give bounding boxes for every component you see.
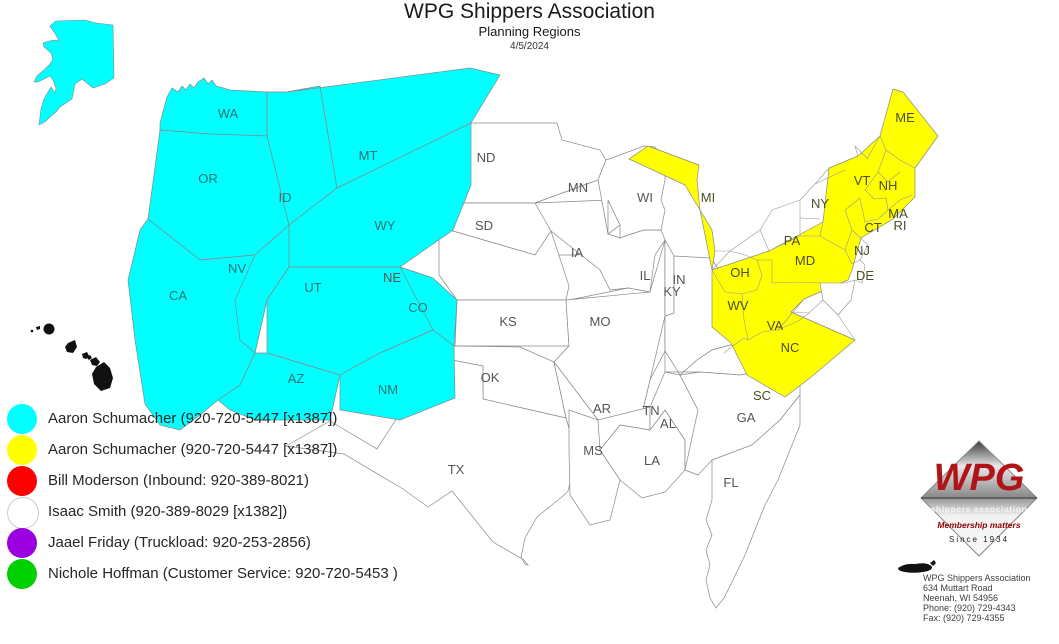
svg-text:634 Muttart Road: 634 Muttart Road	[923, 583, 993, 593]
svg-text:WPG: WPG	[934, 457, 1025, 499]
svg-text:Phone: (920) 729-4343: Phone: (920) 729-4343	[923, 603, 1016, 613]
svg-text:Fax: (920) 729-4355: Fax: (920) 729-4355	[923, 613, 1005, 623]
svg-text:Since 1934: Since 1934	[949, 535, 1009, 544]
svg-text:shippers association: shippers association	[931, 504, 1028, 514]
svg-text:Neenah, WI 54956: Neenah, WI 54956	[923, 593, 998, 603]
svg-text:Membership matters: Membership matters	[937, 520, 1020, 530]
svg-text:WPG Shippers Association: WPG Shippers Association	[923, 573, 1031, 583]
